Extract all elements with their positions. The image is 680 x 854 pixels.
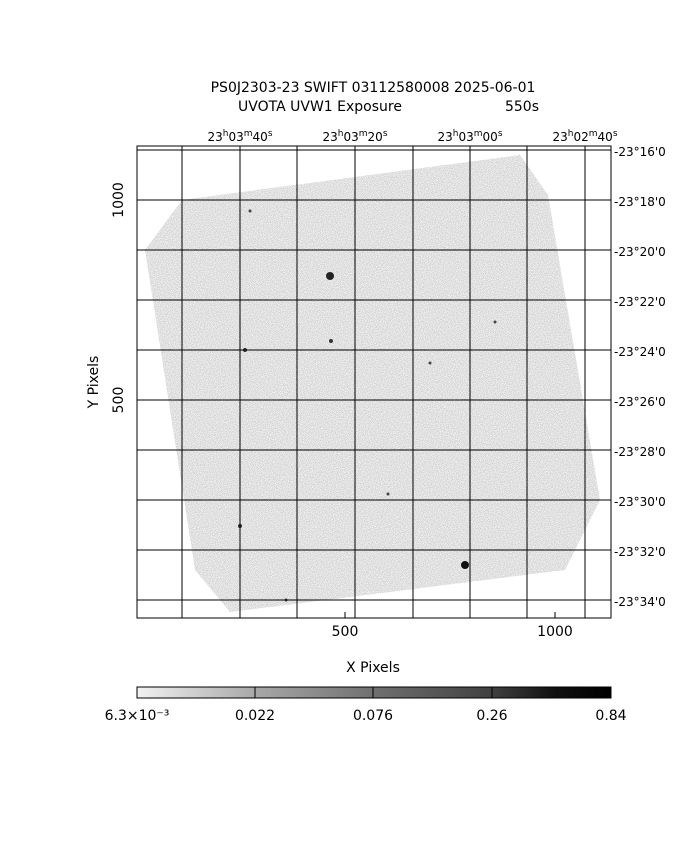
dec-tick-label: -23°22'0 [614, 295, 666, 309]
y-tick-label: 500 [111, 387, 127, 414]
dec-tick-label: -23°16'0 [614, 145, 666, 159]
dec-tick-label: -23°26'0 [614, 395, 666, 409]
ra-tick-label: 23h02m40s [552, 129, 617, 144]
source [493, 320, 497, 324]
dec-grid [137, 149, 611, 601]
colorbar-label: 0.26 [476, 708, 507, 724]
dec-tick-label: -23°28'0 [614, 445, 666, 459]
colorbar-label: 0.076 [353, 708, 393, 724]
source [329, 339, 333, 343]
dec-tick-label: -23°32'0 [614, 545, 666, 559]
source [248, 209, 252, 213]
colorbar [136, 686, 612, 699]
title-line1: PS0J2303-23 SWIFT 03112580008 2025-06-01 [211, 80, 536, 96]
source [461, 561, 469, 569]
source [326, 272, 334, 280]
x-tick-label: 1000 [537, 624, 573, 640]
colorbar-label: 0.84 [595, 708, 626, 724]
colorbar-label: 6.3×10⁻³ [105, 708, 170, 724]
ra-tick-label: 23h03m40s [207, 129, 272, 144]
y-axis-label: Y Pixels [86, 356, 102, 410]
title-line2: UVOTA UVW1 Exposure [238, 99, 402, 115]
ra-ticks: 23h03m40s 23h03m20s 23h03m00s 23h02m40s [207, 129, 617, 144]
dec-tick-label: -23°20'0 [614, 245, 666, 259]
colorbar-label: 0.022 [235, 708, 275, 724]
dec-tick-label: -23°24'0 [614, 345, 666, 359]
exposure-image [145, 155, 600, 612]
colorbar-labels: 6.3×10⁻³ 0.022 0.076 0.26 0.84 [105, 708, 627, 724]
colorbar-ticks [254, 687, 493, 698]
grid [137, 146, 611, 618]
plot-frame [136, 145, 612, 619]
image [145, 155, 600, 612]
dec-tick-label: -23°30'0 [614, 495, 666, 509]
source [428, 361, 432, 365]
ra-tick-label: 23h03m20s [322, 129, 387, 144]
dec-tick-label: -23°18'0 [614, 195, 666, 209]
ra-tick-label: 23h03m00s [437, 129, 502, 144]
title-exposure: 550s [505, 99, 539, 115]
dec-tick-label: -23°34'0 [614, 595, 666, 609]
dec-ticks: -23°16'0 -23°18'0 -23°20'0 -23°22'0 -23°24'0… [614, 145, 666, 609]
source [386, 492, 390, 496]
x-tick-label: 500 [332, 624, 359, 640]
y-tick-label: 1000 [111, 182, 127, 218]
ra-grid [181, 146, 586, 618]
x-axis-label: X Pixels [346, 660, 400, 676]
pixel-ticks [137, 199, 556, 618]
